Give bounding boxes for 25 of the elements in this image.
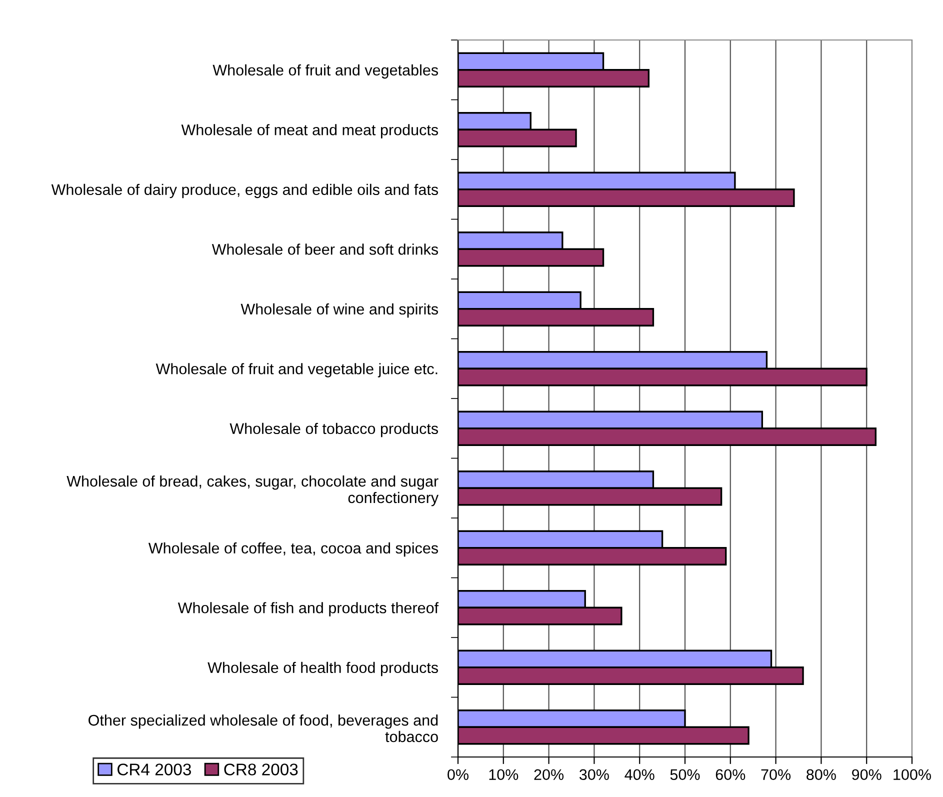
y-tick-label: Other specialized wholesale of food, beverages and tobacco <box>88 714 438 742</box>
y-tick-label: Wholesale of bread, cakes, sugar, chocolate and sugar confectionery <box>66 475 439 506</box>
legend-label: CR4 2003 <box>118 764 191 776</box>
y-tick-label: Wholesale of tobacco products <box>230 422 438 438</box>
x-tick-label: 90% <box>852 769 882 780</box>
y-tick-label: Wholesale of dairy produce, eggs and edible oils and fats <box>51 184 438 198</box>
y-tick-label: Wholesale of fruit and vegetables <box>212 64 438 79</box>
y-tick-label: Wholesale of coffee, tea, cocoa and spices <box>148 542 438 557</box>
legend-label: CR8 2003 <box>224 764 298 776</box>
x-tick-label: 80% <box>806 769 836 780</box>
x-tick-label: 60% <box>716 769 746 780</box>
y-tick-label: Wholesale of meat and meat products <box>181 124 438 138</box>
x-tick-label: 0% <box>448 769 468 780</box>
x-tick-label: 40% <box>624 769 654 780</box>
x-tick-label: 100% <box>894 769 931 780</box>
x-tick-label: 30% <box>579 769 609 780</box>
x-tick-label: 10% <box>489 769 518 780</box>
x-tick-label: 50% <box>670 769 700 780</box>
y-tick-label: Wholesale of fruit and vegetable juice etc. <box>156 363 438 378</box>
y-tick-label: Wholesale of fish and products thereof <box>178 602 439 616</box>
x-tick-label: 20% <box>534 769 564 780</box>
y-tick-label: Wholesale of wine and spirits <box>240 303 438 318</box>
y-tick-label: Wholesale of beer and soft drinks <box>212 244 438 255</box>
y-tick-label: Wholesale of health food products <box>208 662 438 676</box>
x-tick-label: 70% <box>761 769 791 780</box>
